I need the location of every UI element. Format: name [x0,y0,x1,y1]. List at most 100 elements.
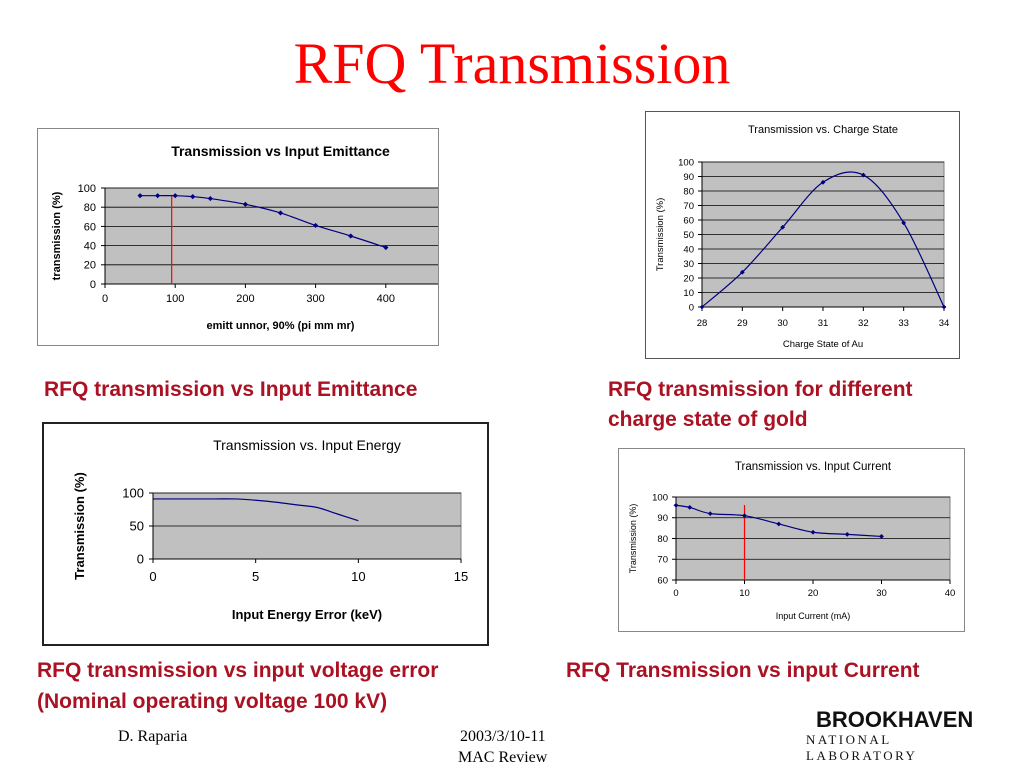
charge_state-data-point [699,304,705,310]
energy-xtick-label: 15 [454,569,468,584]
energy-chart: Transmission vs. Input Energy 0 50 100 0 5 10 1… [42,422,489,646]
emittance-x-axis-label: emitt unnor, 90% (pi mm mr) [207,320,355,332]
charge_state-data-point [941,304,947,310]
emittance-xtick-label: 400 [377,293,395,305]
emittance-xtick-label: 100 [166,293,184,305]
emittance-xtick-label: 200 [236,293,254,305]
current-data-point [879,534,884,539]
charge_state-ytick-label: 70 [683,201,694,212]
current-xtick-label: 40 [945,588,956,599]
emittance-ytick-label: 40 [84,240,96,252]
charge_state-ytick-label: 0 [689,302,694,313]
logo-subtitle: NATIONAL LABORATORY [806,732,918,763]
charge_state-xtick-label: 33 [898,318,909,329]
charge_state-ytick-label: 80 [683,186,694,197]
emittance-ytick-label: 20 [84,260,96,272]
charge_state-ytick-label: 40 [683,244,694,255]
emittance-data-point [172,193,178,199]
charge_state-xtick-label: 31 [818,318,829,329]
energy-ytick-label: 50 [130,519,144,534]
emittance-plot-area [104,187,438,285]
charge_state-ytick-label: 60 [683,215,694,226]
energy-chart-title: Transmission vs. Input Energy [213,437,401,453]
emittance-chart-title: Transmission vs Input Emittance [171,143,390,159]
energy-x-axis-label: Input Energy Error (keV) [232,607,382,622]
emittance-xtick-label: 300 [306,293,324,305]
energy-ytick-label: 100 [122,486,144,501]
emittance-ytick-label: 100 [78,183,96,195]
caption-energy-line1: RFQ transmission vs input voltage error [37,659,439,682]
current-xtick-label: 10 [739,588,750,599]
footer-event: MAC Review [458,749,548,766]
emittance-data-point [207,195,213,202]
emittance-data-point [348,233,354,239]
current-data-point [707,511,713,516]
energy-xtick-label: 0 [149,569,156,584]
emittance-data-point [242,201,248,207]
charge_state-y-axis-label: Transmission (%) [655,198,666,272]
energy-xtick-label: 5 [252,569,259,584]
charge_state-ytick-label: 100 [678,157,694,168]
current-x-axis-label: Input Current (mA) [776,611,851,621]
charge_state-ytick-label: 90 [683,172,694,183]
emittance-ytick-label: 60 [84,221,96,233]
current-data-point [742,513,747,519]
logo-name: BROOKHAVEN [816,707,974,732]
footer-date: 2003/3/10-11 [460,728,546,745]
energy-chart-svg: Transmission vs. Input Energy 0 50 100 0 5 10 1… [72,437,468,622]
current-data-point [810,529,816,535]
emittance-data-point [277,210,284,216]
charge_state-ytick-label: 50 [683,230,694,241]
current-y-axis-label: Transmission (%) [628,504,638,574]
charge-state-chart-svg: Transmission vs. Charge State 0 10 20 30 40 50… [655,124,950,350]
footer-author: D. Raparia [118,728,188,745]
caption-charge-state-line1: RFQ transmission for different [608,378,913,401]
emittance-y-axis-label: transmission (%) [51,191,63,280]
current-chart-svg: Transmission vs. Input Current 60 70 80 90 10… [628,461,956,621]
current-ytick-label: 80 [657,534,668,545]
charge-state-chart: Transmission vs. Charge State 0 10 20 30 40 50… [645,111,960,359]
current-chart: Transmission vs. Input Current 60 70 80 90 10… [618,448,965,632]
current-ytick-label: 90 [657,513,668,524]
energy-xtick-label: 10 [351,569,365,584]
charge_state-data-point [820,179,826,185]
caption-current: RFQ Transmission vs input Current [566,659,920,682]
charge_state-xtick-label: 32 [858,318,869,329]
emittance-xtick-label: 0 [102,293,108,305]
charge_state-ytick-label: 10 [683,288,694,299]
emittance-chart: Transmission vs Input Emittance 0 20 40 60 80… [37,128,439,346]
charge_state-chart-title: Transmission vs. Charge State [748,124,898,136]
charge_state-xtick-label: 29 [737,318,748,329]
charge_state-xtick-label: 30 [777,318,788,329]
current-chart-title: Transmission vs. Input Current [735,461,892,473]
charge_state-ytick-label: 20 [683,273,694,284]
emittance-ytick-label: 0 [90,279,96,291]
slide-title: RFQ Transmission [293,31,731,96]
charge_state-xtick-label: 28 [697,318,708,329]
current-xtick-label: 30 [876,588,887,599]
emittance-data-point [383,244,389,251]
emittance-chart-svg: Transmission vs Input Emittance 0 20 40 60 80… [51,143,438,332]
current-xtick-label: 0 [673,588,678,599]
current-ytick-label: 60 [657,575,668,586]
energy-y-axis-label: Transmission (%) [72,472,87,580]
charge_state-data-point [860,172,866,178]
current-data-point [687,504,693,510]
caption-emittance: RFQ transmission vs Input Emittance [44,378,418,401]
brookhaven-logo: BROOKHAVEN NATIONAL LABORATORY [806,707,1006,763]
current-data-point [776,521,782,527]
charge_state-data-point [901,220,907,226]
charge_state-data-point [780,224,786,230]
caption-energy-line2: (Nominal operating voltage 100 kV) [37,690,388,713]
caption-charge-state-line2: charge state of gold [608,408,808,431]
current-data-point [844,531,850,537]
charge_state-ytick-label: 30 [683,259,694,270]
current-ytick-label: 100 [652,492,668,503]
energy-ytick-label: 0 [137,552,144,567]
charge_state-xtick-label: 34 [939,318,950,329]
current-xtick-label: 20 [808,588,819,599]
emittance-data-point [155,193,161,199]
energy-series-line [153,498,359,522]
emittance-data-point [137,193,143,199]
charge_state-x-axis-label: Charge State of Au [783,339,863,350]
